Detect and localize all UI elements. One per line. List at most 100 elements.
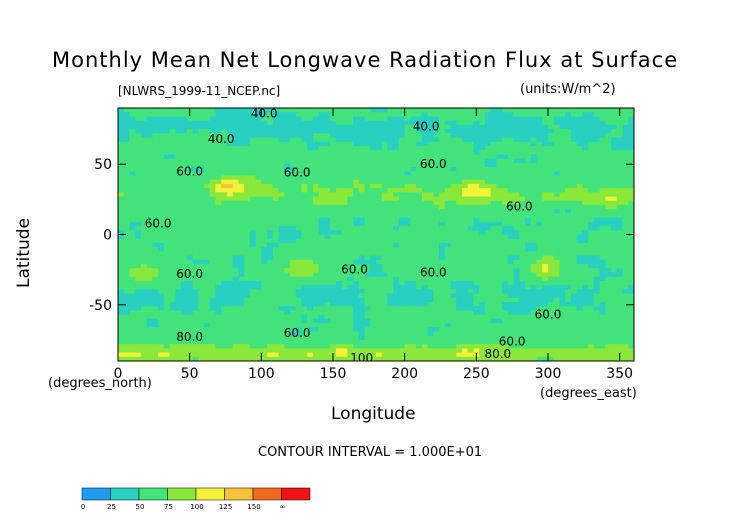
heatmap-cell bbox=[410, 171, 417, 177]
heatmap-cell bbox=[152, 108, 159, 113]
heatmap-cell bbox=[307, 306, 314, 311]
heatmap-cell bbox=[123, 289, 131, 295]
heatmap-cell bbox=[255, 129, 262, 134]
heatmap-cell bbox=[502, 221, 509, 227]
heatmap-cell bbox=[502, 310, 509, 316]
heatmap-cell bbox=[553, 150, 561, 155]
heatmap-cell bbox=[473, 120, 480, 126]
heatmap-cell bbox=[467, 179, 475, 185]
heatmap-cell bbox=[209, 209, 217, 215]
heatmap-cell bbox=[295, 289, 303, 295]
heatmap-cell bbox=[376, 356, 383, 361]
heatmap-cell bbox=[536, 192, 543, 198]
heatmap-cell bbox=[226, 171, 234, 177]
heatmap-cell bbox=[393, 306, 400, 311]
heatmap-cell bbox=[146, 124, 153, 130]
heatmap-cell bbox=[553, 289, 561, 295]
heatmap-cell bbox=[169, 276, 176, 282]
heatmap-cell bbox=[169, 335, 176, 341]
heatmap-cell bbox=[462, 129, 469, 134]
heatmap-cell bbox=[416, 268, 423, 274]
heatmap-cell bbox=[169, 327, 176, 333]
heatmap-cell bbox=[565, 200, 572, 206]
heatmap-cell bbox=[450, 196, 457, 202]
heatmap-cell bbox=[341, 238, 348, 244]
heatmap-cell bbox=[507, 167, 515, 172]
heatmap-cell bbox=[118, 352, 125, 358]
heatmap-cell bbox=[238, 124, 245, 130]
heatmap-cell bbox=[353, 247, 360, 252]
heatmap-cell bbox=[582, 145, 589, 151]
heatmap-cell bbox=[140, 339, 148, 345]
heatmap-cell bbox=[530, 124, 538, 130]
heatmap-cell bbox=[140, 297, 148, 303]
heatmap-cell bbox=[347, 162, 354, 168]
heatmap-cell bbox=[490, 335, 497, 341]
heatmap-cell bbox=[198, 167, 205, 172]
heatmap-cell bbox=[146, 306, 153, 311]
heatmap-cell bbox=[444, 339, 452, 345]
heatmap-cell bbox=[330, 217, 337, 223]
heatmap-cell bbox=[221, 154, 228, 160]
heatmap-cell bbox=[198, 242, 205, 248]
heatmap-cell bbox=[376, 285, 383, 290]
heatmap-cell bbox=[398, 323, 406, 328]
heatmap-cell bbox=[462, 285, 469, 290]
heatmap-cell bbox=[439, 238, 446, 244]
heatmap-cell bbox=[450, 171, 457, 177]
heatmap-cell bbox=[553, 251, 561, 257]
heatmap-cell bbox=[135, 306, 142, 311]
heatmap-cell bbox=[295, 301, 303, 307]
heatmap-cell bbox=[548, 285, 555, 290]
heatmap-cell bbox=[152, 175, 159, 181]
heatmap-cell bbox=[525, 251, 532, 257]
heatmap-cell bbox=[232, 331, 239, 337]
heatmap-cell bbox=[542, 356, 549, 361]
heatmap-cell bbox=[163, 335, 171, 341]
heatmap-cell bbox=[473, 116, 480, 122]
heatmap-cell bbox=[198, 188, 205, 193]
heatmap-cell bbox=[548, 331, 555, 337]
heatmap-cell bbox=[129, 356, 136, 361]
heatmap-cell bbox=[484, 293, 492, 299]
heatmap-cell bbox=[507, 108, 515, 113]
heatmap-cell bbox=[284, 150, 291, 155]
heatmap-cell bbox=[284, 344, 291, 349]
heatmap-cell bbox=[490, 196, 497, 202]
heatmap-cell bbox=[249, 293, 257, 299]
heatmap-cell bbox=[502, 331, 509, 337]
heatmap-cell bbox=[158, 264, 165, 269]
heatmap-cell bbox=[135, 108, 142, 113]
heatmap-cell bbox=[198, 158, 205, 164]
heatmap-cell bbox=[192, 183, 199, 189]
heatmap-cell bbox=[215, 192, 222, 198]
heatmap-cell bbox=[272, 234, 280, 240]
heatmap-cell bbox=[186, 310, 194, 316]
heatmap-cell bbox=[261, 306, 268, 311]
heatmap-cell bbox=[158, 344, 165, 349]
heatmap-cell bbox=[513, 230, 520, 236]
heatmap-cell bbox=[272, 213, 280, 219]
heatmap-cell bbox=[169, 289, 176, 295]
heatmap-cell bbox=[330, 306, 337, 311]
heatmap-cell bbox=[588, 255, 595, 261]
heatmap-cell bbox=[519, 137, 526, 143]
heatmap-cell bbox=[186, 200, 194, 206]
heatmap-cell bbox=[582, 289, 589, 295]
heatmap-cell bbox=[502, 230, 509, 236]
heatmap-cell bbox=[272, 112, 280, 118]
heatmap-cell bbox=[175, 154, 182, 160]
heatmap-cell bbox=[530, 289, 538, 295]
heatmap-cell bbox=[410, 247, 417, 252]
heatmap-cell bbox=[381, 183, 389, 189]
heatmap-cell bbox=[467, 247, 475, 252]
heatmap-cell bbox=[576, 297, 583, 303]
heatmap-cell bbox=[398, 183, 406, 189]
heatmap-cell bbox=[410, 242, 417, 248]
heatmap-cell bbox=[456, 306, 463, 311]
heatmap-cell bbox=[353, 188, 360, 193]
heatmap-cell bbox=[198, 297, 205, 303]
heatmap-cell bbox=[525, 264, 532, 269]
heatmap-cell bbox=[232, 293, 239, 299]
heatmap-cell bbox=[576, 314, 583, 320]
